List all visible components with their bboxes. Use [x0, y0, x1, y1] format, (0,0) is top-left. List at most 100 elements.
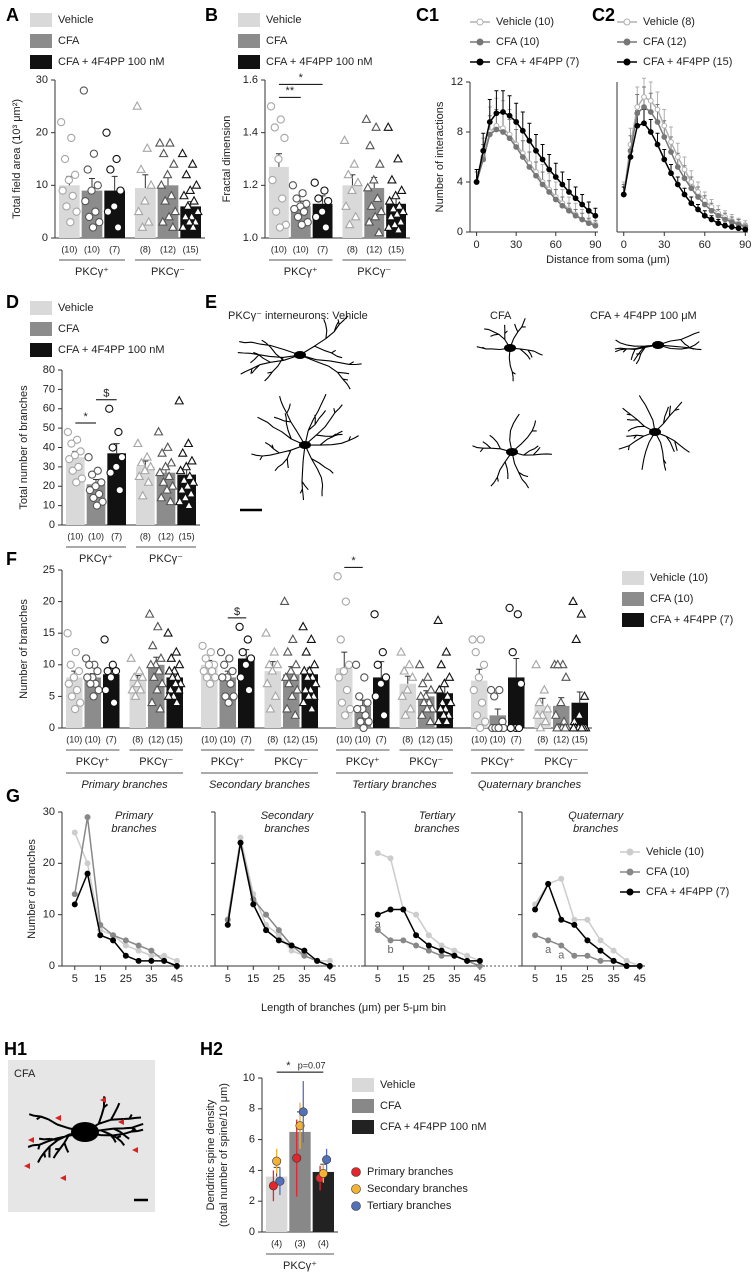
data-point	[267, 665, 278, 675]
data-point	[272, 659, 283, 669]
y-tick-label: 10	[43, 909, 55, 921]
x-tick-label: 5	[72, 973, 78, 985]
data-point	[444, 671, 455, 681]
data-point	[356, 717, 365, 726]
data-point	[178, 222, 188, 231]
data-point	[399, 665, 410, 675]
significance-label: $	[103, 388, 109, 400]
data-point	[170, 678, 181, 688]
legend-swatch	[30, 55, 52, 69]
data-point	[162, 169, 173, 179]
data-point	[298, 621, 308, 631]
data-point	[275, 937, 282, 944]
legend-marker	[626, 848, 634, 856]
data-point	[634, 122, 641, 129]
data-point	[132, 100, 143, 110]
data-point	[534, 697, 545, 707]
data-point	[137, 671, 148, 681]
data-point	[71, 891, 78, 898]
x-tick-label: 15	[555, 973, 567, 985]
data-point	[100, 635, 109, 644]
data-point	[668, 149, 674, 155]
data-point	[81, 196, 90, 206]
legend-label: CFA + 4F4PP (15)	[643, 56, 732, 68]
data-point	[60, 154, 70, 164]
data-point	[343, 169, 354, 179]
data-point	[374, 911, 381, 918]
sample-size: (8)	[140, 531, 151, 541]
x-tick-label: 5	[375, 973, 381, 985]
data-point	[89, 149, 99, 158]
data-point	[207, 666, 217, 676]
data-point	[400, 906, 407, 913]
legend-label: Vehicle	[58, 302, 93, 314]
data-point	[149, 671, 159, 681]
data-point	[68, 191, 77, 201]
y-axis-label: Number of interactions	[434, 101, 446, 212]
data-point	[376, 206, 387, 216]
data-point	[519, 154, 526, 160]
y-tick-label: 20	[36, 127, 48, 139]
x-tick-label: 90	[589, 239, 601, 251]
data-point	[156, 653, 166, 662]
data-point	[486, 119, 493, 125]
significance-label: **	[286, 85, 295, 97]
data-point	[363, 698, 372, 707]
y-tick-label: 30	[36, 74, 48, 86]
data-point	[383, 121, 394, 131]
sample-size: (8)	[140, 244, 151, 254]
data-point	[708, 207, 715, 214]
data-point	[417, 709, 427, 719]
data-point	[187, 158, 198, 168]
panel-label: A	[6, 5, 19, 25]
data-point	[414, 659, 425, 669]
data-point	[279, 596, 290, 606]
neuron-soma	[299, 441, 311, 449]
image-caption: PKCγ⁻ interneurons: Vehicle	[228, 310, 368, 322]
bar	[508, 677, 525, 728]
data-point	[276, 115, 285, 124]
data-point	[326, 957, 333, 964]
data-point	[278, 194, 287, 203]
data-point	[89, 493, 98, 503]
data-point	[722, 216, 728, 223]
sample-size: (10)	[471, 734, 487, 744]
data-point	[167, 671, 178, 681]
data-point	[674, 154, 681, 160]
y-axis-label: (total number of spine/10 μm)	[218, 1083, 230, 1227]
legend-swatch	[30, 343, 52, 357]
data-point	[142, 451, 152, 461]
data-point	[130, 690, 141, 700]
data-point	[103, 666, 112, 676]
data-point	[394, 200, 405, 210]
data-point	[179, 474, 189, 484]
image-caption: CFA	[490, 310, 512, 322]
data-point	[306, 634, 317, 643]
data-point	[188, 222, 199, 231]
data-point	[415, 690, 426, 700]
data-point	[126, 653, 136, 662]
legend-swatch	[238, 55, 260, 69]
data-point	[89, 692, 98, 701]
data-point	[269, 646, 280, 656]
data-point	[531, 659, 541, 669]
data-point	[668, 139, 674, 145]
data-point	[493, 126, 500, 133]
data-point	[136, 164, 146, 173]
data-point	[561, 671, 571, 681]
section-label: Quaternary branches	[478, 779, 582, 791]
data-point	[584, 937, 591, 944]
x-tick-label: 35	[607, 973, 619, 985]
data-point	[728, 224, 735, 230]
data-point	[174, 395, 185, 405]
legend-label: CFA + 4F4PP 100 nM	[266, 56, 373, 68]
data-point	[85, 212, 94, 222]
neuron-dendrites	[614, 331, 702, 365]
legend-label: Tertiary branches	[367, 1200, 452, 1212]
x-tick-label: 45	[324, 973, 336, 985]
data-point	[398, 206, 408, 216]
data-point	[526, 164, 533, 170]
data-point	[438, 947, 445, 954]
group-label: PKCγ⁺	[346, 756, 380, 768]
data-point	[71, 901, 78, 908]
